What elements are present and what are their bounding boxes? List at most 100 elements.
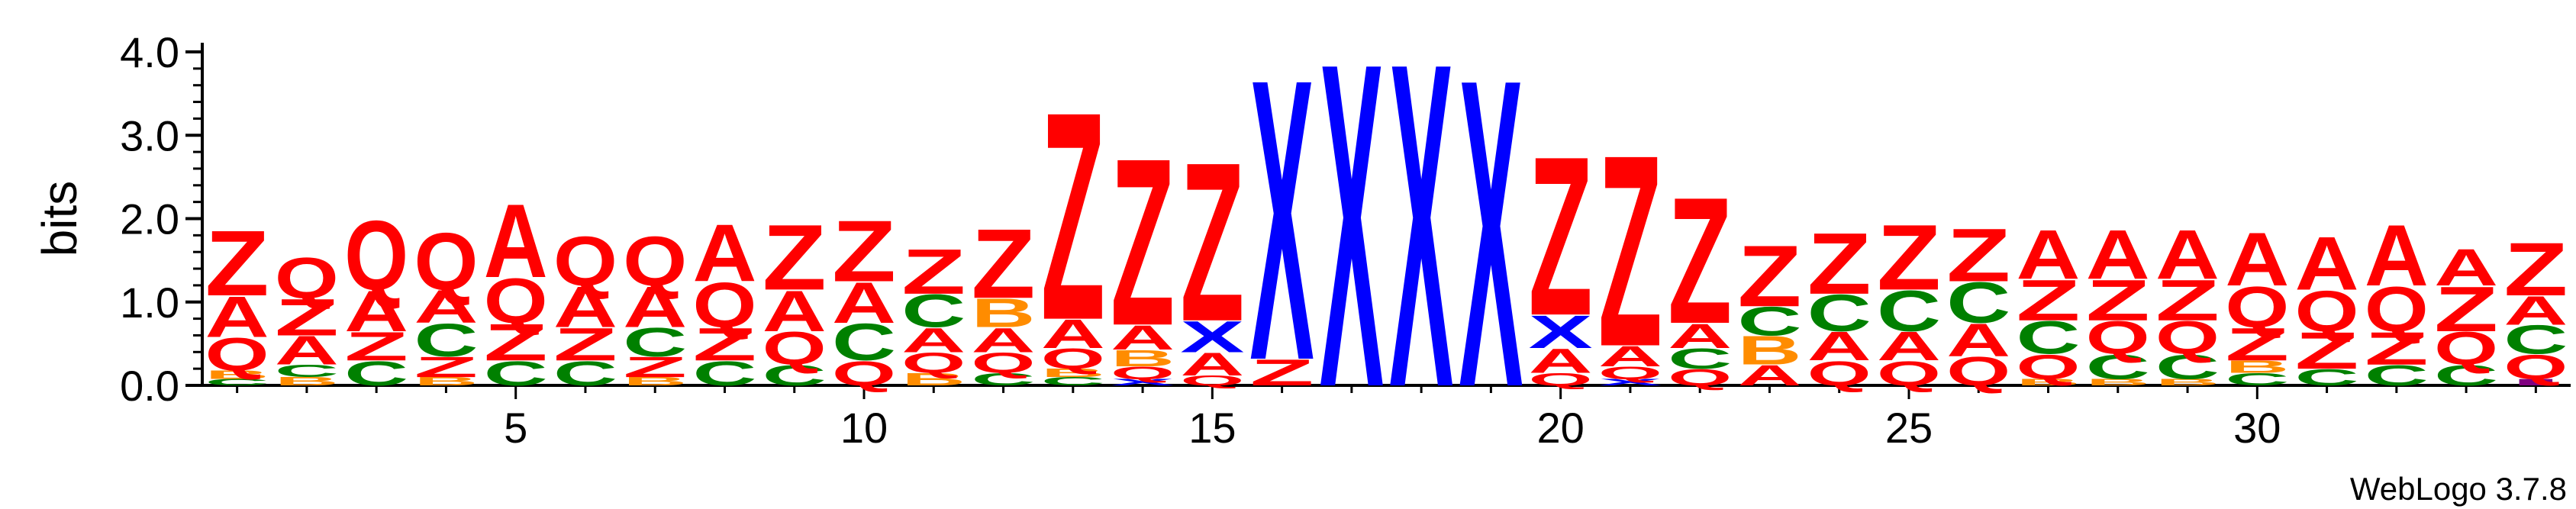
letter-c-glyph: C <box>1877 279 1941 343</box>
logo-column: X <box>1389 0 1454 484</box>
letter-b-glyph: B <box>2155 377 2220 388</box>
letter-a-glyph: A <box>553 274 617 339</box>
letter-c-glyph: C <box>2503 317 2568 363</box>
letter-a-glyph: A <box>2017 216 2081 294</box>
y-tick-label: 4.0 <box>120 28 179 76</box>
letter-a-glyph: A <box>205 285 269 350</box>
letter-z-glyph: Z <box>2017 267 2081 333</box>
y-tick-label: 3.0 <box>120 111 179 159</box>
letter-c-glyph: C <box>901 285 966 337</box>
letter-q-glyph: Q <box>344 201 408 311</box>
letter-a-glyph: A <box>1807 324 1872 369</box>
letter-a-glyph: A <box>2295 221 2359 305</box>
letter-q-glyph: Q <box>275 245 339 311</box>
letter-c-glyph: C <box>2155 347 2220 386</box>
letter-a-glyph: A <box>693 208 757 299</box>
letter-b-glyph: B <box>1737 328 1801 374</box>
logo-column: X <box>1320 0 1385 484</box>
letter-z-glyph: Z <box>1041 50 1105 382</box>
logo-column: ZX <box>1250 0 1315 445</box>
letter-q-glyph: Q <box>623 223 687 301</box>
letter-z-glyph: Z <box>1807 215 1872 313</box>
letter-b-glyph: B <box>2225 357 2289 377</box>
letter-a-glyph: A <box>1180 346 1244 382</box>
y-tick-label: 1.0 <box>120 279 179 327</box>
letter-a-glyph: A <box>972 321 1036 359</box>
letter-b-glyph: B <box>972 291 1036 337</box>
logo-column: X <box>1459 0 1523 479</box>
letter-c-glyph: C <box>2225 369 2289 389</box>
letter-c-glyph: C <box>2017 311 2081 363</box>
letter-z-glyph: Z <box>972 209 1036 320</box>
letter-c-glyph: C <box>693 354 757 393</box>
letter-q-glyph: Q <box>2155 311 2220 363</box>
letter-x-glyph: X <box>1180 312 1244 362</box>
letter-a-glyph: A <box>344 279 408 343</box>
letter-z-glyph: Z <box>2155 267 2220 333</box>
letter-c-glyph: C <box>1041 375 1105 388</box>
letter-z-glyph: Z <box>2295 322 2359 380</box>
letter-b-glyph: B <box>901 369 966 389</box>
letter-q-glyph: Q <box>1041 343 1105 375</box>
letter-q-glyph: Q <box>1946 349 2010 395</box>
letter-b-glyph: B <box>414 375 478 388</box>
letter-c-glyph: C <box>484 354 548 393</box>
letter-c-glyph: C <box>1807 285 1872 343</box>
letter-z-glyph: Z <box>832 202 896 300</box>
letter-c-glyph: C <box>2365 359 2429 391</box>
letter-a-glyph: A <box>2365 208 2429 304</box>
letter-c-glyph: C <box>762 359 827 391</box>
letter-q-glyph: Q <box>205 328 269 380</box>
letter-a-glyph: A <box>762 279 827 343</box>
letter-a-glyph: A <box>2434 239 2498 297</box>
letter-q-glyph: Q <box>2503 347 2568 386</box>
letter-z-glyph: Z <box>2365 323 2429 375</box>
letter-a-glyph: A <box>1111 318 1175 357</box>
x-tick-label: 30 <box>2233 404 2281 452</box>
letter-z-glyph: Z <box>2225 318 2289 370</box>
letter-z-glyph: Z <box>2086 267 2150 333</box>
letter-a-glyph: A <box>2225 217 2289 301</box>
letter-z-glyph: Z <box>693 318 757 370</box>
letter-z-glyph: Z <box>1180 115 1244 369</box>
letter-b-glyph: B <box>2086 377 2150 388</box>
letter-q-glyph: Q <box>2434 323 2498 375</box>
letter-a-glyph: A <box>1598 340 1662 372</box>
letter-c-glyph: C <box>1946 270 2010 335</box>
letter-x-glyph: X <box>1529 305 1593 357</box>
letter-c-glyph: C <box>205 377 269 388</box>
letter-q-glyph: Q <box>972 347 1036 379</box>
letter-b-glyph: B <box>275 375 339 388</box>
letter-z-glyph: Z <box>1250 352 1314 393</box>
letter-z-glyph: Z <box>2434 274 2498 346</box>
letter-q-glyph: Q <box>553 223 617 301</box>
letter-b-glyph: B <box>1111 346 1175 372</box>
letter-q-glyph: Q <box>484 266 548 337</box>
letter-a-glyph: A <box>2155 216 2220 294</box>
letter-z-glyph: Z <box>344 324 408 369</box>
x-tick-label: 5 <box>504 404 527 452</box>
letter-z-glyph: Z <box>762 205 827 310</box>
letter-c-glyph: C <box>414 314 478 366</box>
x-tick-label: 25 <box>1885 404 1933 452</box>
letter-q-glyph: Q <box>2017 347 2081 386</box>
letter-q-glyph: Q <box>832 354 896 393</box>
letter-q-glyph: Q <box>1529 369 1593 389</box>
